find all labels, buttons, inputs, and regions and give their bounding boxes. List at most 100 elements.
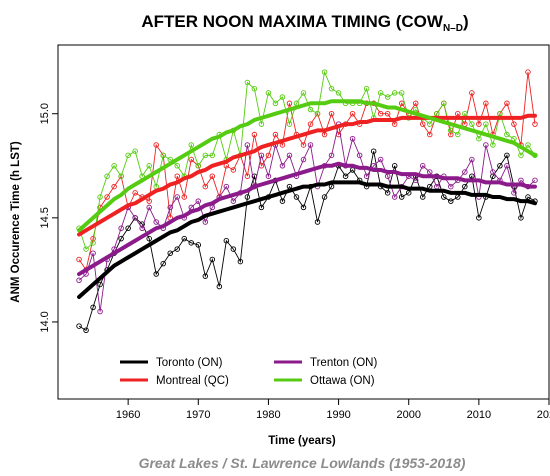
data-point: [153, 271, 159, 277]
data-point: [209, 256, 216, 263]
data-point: [356, 152, 363, 159]
data-point: [118, 173, 124, 179]
data-point: [391, 90, 398, 96]
data-point: [181, 194, 188, 200]
observation-line: [78, 124, 536, 312]
data-point: [328, 85, 335, 92]
data-point: [97, 308, 103, 315]
data-point: [518, 152, 524, 159]
data-point: [314, 219, 321, 225]
data-point: [104, 173, 110, 179]
data-point: [118, 225, 124, 231]
data-point: [111, 183, 117, 190]
data-point: [377, 90, 384, 96]
data-point: [216, 283, 223, 290]
data-point: [202, 219, 209, 225]
legend-label: Montreal (QC): [156, 375, 229, 387]
trend-line: [77, 180, 537, 299]
data-point: [244, 142, 251, 148]
data-point: [111, 163, 117, 169]
data-point: [97, 194, 103, 200]
data-point: [511, 121, 517, 127]
data-point: [237, 258, 244, 265]
data-point: [146, 204, 152, 211]
data-point: [195, 242, 202, 248]
x-tick-label: 2010: [467, 409, 491, 421]
data-point: [258, 121, 265, 127]
data-point: [160, 152, 166, 159]
data-point: [83, 327, 89, 334]
data-point: [146, 235, 152, 242]
data-point: [279, 94, 286, 100]
x-tick-label: 1960: [116, 409, 140, 421]
data-point: [132, 190, 138, 196]
data-point: [195, 198, 202, 204]
data-point: [300, 156, 307, 163]
data-point: [188, 240, 195, 246]
data-point: [286, 121, 293, 127]
legend-label: Ottawa (ON): [310, 375, 375, 387]
data-point: [504, 163, 510, 169]
data-point: [76, 256, 82, 263]
data-point: [244, 79, 251, 86]
data-point: [349, 110, 356, 117]
x-tick-label: 2020: [537, 409, 550, 421]
data-point: [167, 250, 173, 256]
data-point: [230, 167, 237, 173]
data-point: [532, 177, 538, 184]
x-tick-label: 1970: [186, 409, 210, 421]
data-point: [419, 163, 426, 169]
data-point: [377, 110, 384, 117]
caption: Great Lakes / St. Lawrence Lowlands (195…: [139, 455, 466, 471]
data-point: [132, 215, 138, 221]
y-axis-label: ANM Occurence Time (h LST): [10, 141, 22, 303]
data-point: [363, 173, 370, 179]
data-point: [427, 121, 433, 127]
data-point: [427, 131, 433, 138]
data-point: [97, 281, 103, 288]
data-point: [90, 240, 96, 246]
data-point: [272, 100, 279, 107]
x-axis: 1960 1970 1980 1990 2000 2010 2020: [116, 399, 550, 421]
data-point: [202, 152, 209, 159]
data-point: [384, 190, 391, 196]
data-point: [321, 69, 328, 75]
data-point: [202, 273, 209, 279]
data-point: [483, 100, 489, 107]
data-point: [504, 131, 510, 138]
trend-lines: [77, 99, 537, 299]
data-point: [223, 183, 230, 190]
data-point: [370, 148, 377, 154]
data-point: [525, 142, 531, 148]
data-point: [469, 156, 475, 163]
data-point: [448, 127, 454, 134]
data-point: [125, 152, 131, 159]
data-point: [525, 69, 531, 75]
data-point: [497, 163, 503, 169]
data-point: [307, 121, 314, 127]
data-point: [490, 142, 496, 148]
legend-label: Toronto (ON): [156, 357, 223, 369]
y-axis: 14.0 14.5 15.0: [39, 103, 58, 333]
data-point: [209, 152, 216, 159]
data-point: [167, 204, 173, 211]
data-point: [462, 169, 468, 175]
data-point: [448, 183, 454, 190]
data-point: [476, 135, 482, 142]
data-point: [469, 90, 475, 96]
data-point: [328, 110, 335, 117]
data-point: [398, 90, 405, 96]
data-point: [118, 235, 124, 242]
trend-line: [77, 161, 537, 277]
legend: Toronto (ON) Montreal (QC) Trenton (ON) Ott…: [120, 357, 377, 387]
data-point: [279, 163, 286, 169]
data-point: [174, 246, 180, 252]
data-point: [76, 323, 82, 329]
data-point: [265, 173, 272, 179]
data-point: [384, 94, 391, 100]
data-point: [153, 142, 159, 148]
data-point: [532, 121, 538, 127]
data-point: [139, 225, 145, 231]
data-point: [419, 121, 426, 127]
